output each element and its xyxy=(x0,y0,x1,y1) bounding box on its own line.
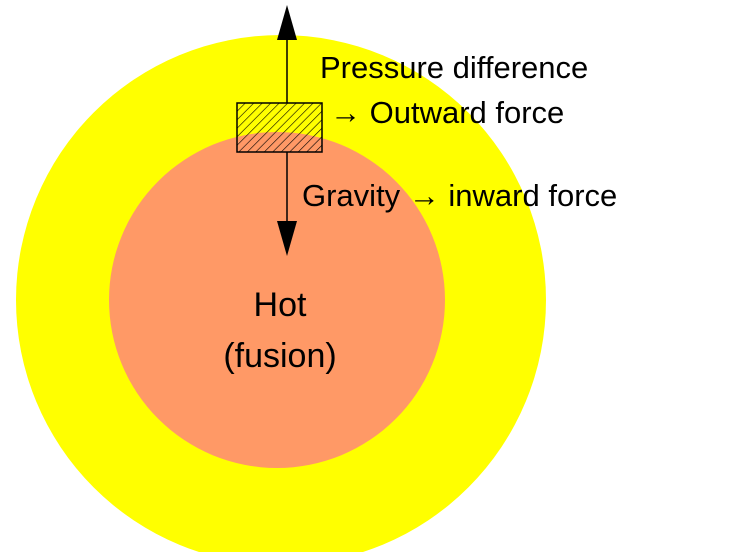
core xyxy=(109,132,445,468)
core-label: (fusion) xyxy=(223,337,336,375)
gas-parcel xyxy=(236,102,323,153)
label-outward: → Outward force xyxy=(330,95,564,130)
outward-arrow xyxy=(277,5,297,103)
inward-arrow xyxy=(277,152,297,256)
core-label: Hot xyxy=(254,286,307,324)
label-gravity: Gravity → inward force xyxy=(302,178,617,213)
label-pressure: Pressure difference xyxy=(320,50,588,85)
